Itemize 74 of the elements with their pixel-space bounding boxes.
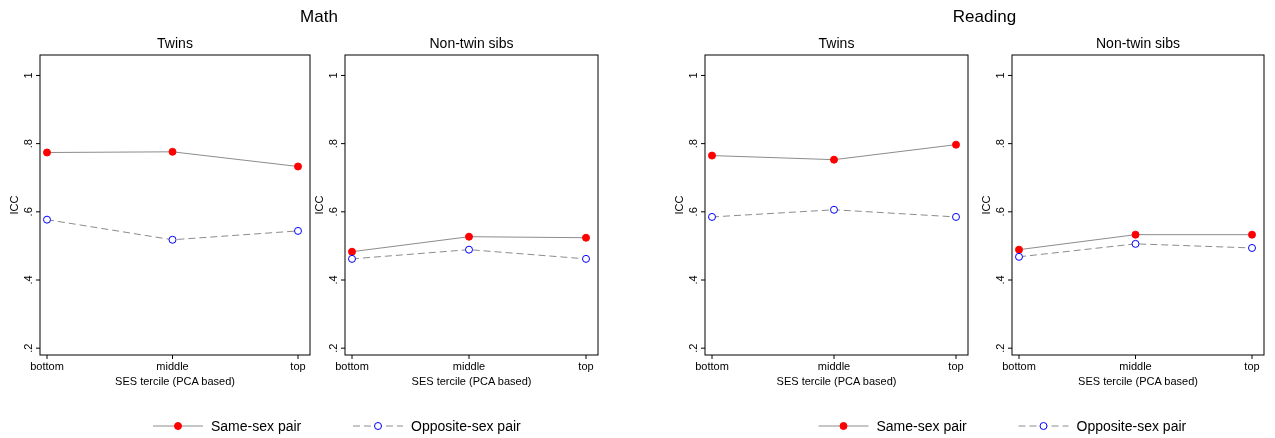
x-axis-title: SES tercile (PCA based) — [776, 375, 897, 387]
y-tick-label: .4 — [994, 275, 1006, 285]
point — [348, 254, 356, 263]
x-axis-title: SES tercile (PCA based) — [411, 375, 532, 387]
chart-subtitle: Non-twin sibs — [1095, 35, 1181, 51]
legend-label: Same-sex pair — [876, 418, 968, 434]
x-tick-label: top — [1244, 360, 1260, 372]
y-axis-title: ICC — [313, 195, 325, 215]
y-tick-label: .2 — [994, 343, 1006, 353]
y-tick-label: .2 — [687, 343, 699, 353]
chart-title: Math — [300, 7, 338, 26]
point — [43, 215, 51, 224]
point — [952, 212, 960, 221]
x-tick-label: bottom — [335, 360, 369, 372]
y-tick-label: 1 — [327, 72, 339, 79]
y-tick-label: .8 — [327, 139, 339, 149]
point — [582, 233, 590, 242]
point — [830, 205, 838, 214]
x-axis-title: SES tercile (PCA based) — [1078, 375, 1198, 387]
x-tick-label: top — [578, 360, 594, 372]
y-tick-label: .6 — [687, 207, 699, 217]
y-axis-title: ICC — [980, 195, 992, 215]
y-axis-title: ICC — [8, 195, 20, 215]
y-tick-label: .8 — [994, 139, 1006, 149]
point — [465, 245, 473, 254]
point — [168, 147, 177, 156]
y-tick-label: 1 — [22, 72, 34, 79]
y-tick-label: .2 — [22, 343, 34, 353]
x-tick-label: bottom — [695, 360, 729, 372]
x-tick-label: top — [948, 360, 964, 372]
point — [348, 247, 356, 256]
x-tick-label: middle — [817, 360, 851, 372]
x-axis-title: SES tercile (PCA based) — [115, 375, 235, 387]
y-axis-title: ICC — [673, 195, 685, 215]
chart-subtitle: Twins — [157, 35, 193, 51]
y-tick-label: .8 — [687, 139, 699, 149]
legend-label: Opposite-sex pair — [411, 418, 522, 434]
point — [1015, 252, 1023, 261]
point — [294, 226, 302, 235]
point — [465, 232, 473, 241]
y-tick-label: .4 — [22, 275, 34, 285]
chart-subtitle: Twins — [818, 35, 855, 51]
point — [43, 148, 51, 157]
point — [168, 235, 177, 244]
x-tick-label: middle — [452, 360, 486, 372]
point — [952, 140, 960, 149]
x-tick-label: middle — [1119, 360, 1152, 372]
point — [708, 151, 716, 160]
point — [582, 254, 590, 263]
y-tick-label: 1 — [994, 72, 1006, 79]
chart-subtitle: Non-twin sibs — [429, 35, 514, 51]
legend-label: Opposite-sex pair — [1076, 418, 1187, 434]
x-tick-label: bottom — [30, 360, 64, 372]
point — [1131, 230, 1140, 239]
point — [830, 155, 838, 164]
y-tick-label: .4 — [327, 275, 339, 285]
y-tick-label: .8 — [22, 139, 34, 149]
point — [1131, 239, 1140, 248]
y-tick-label: 1 — [687, 72, 699, 79]
y-tick-label: .6 — [22, 207, 34, 217]
legend-label: Same-sex pair — [211, 418, 302, 434]
x-tick-label: top — [290, 360, 306, 372]
x-tick-label: middle — [156, 360, 189, 372]
point — [294, 162, 302, 171]
y-tick-label: .2 — [327, 343, 339, 353]
y-tick-label: .6 — [327, 207, 339, 217]
y-tick-label: .6 — [994, 207, 1006, 217]
point — [1248, 243, 1256, 252]
point — [708, 212, 716, 221]
point — [1248, 230, 1256, 239]
x-tick-label: bottom — [1002, 360, 1036, 372]
y-tick-label: .4 — [687, 275, 699, 285]
point — [1015, 245, 1023, 254]
chart-title: Reading — [952, 7, 1017, 26]
